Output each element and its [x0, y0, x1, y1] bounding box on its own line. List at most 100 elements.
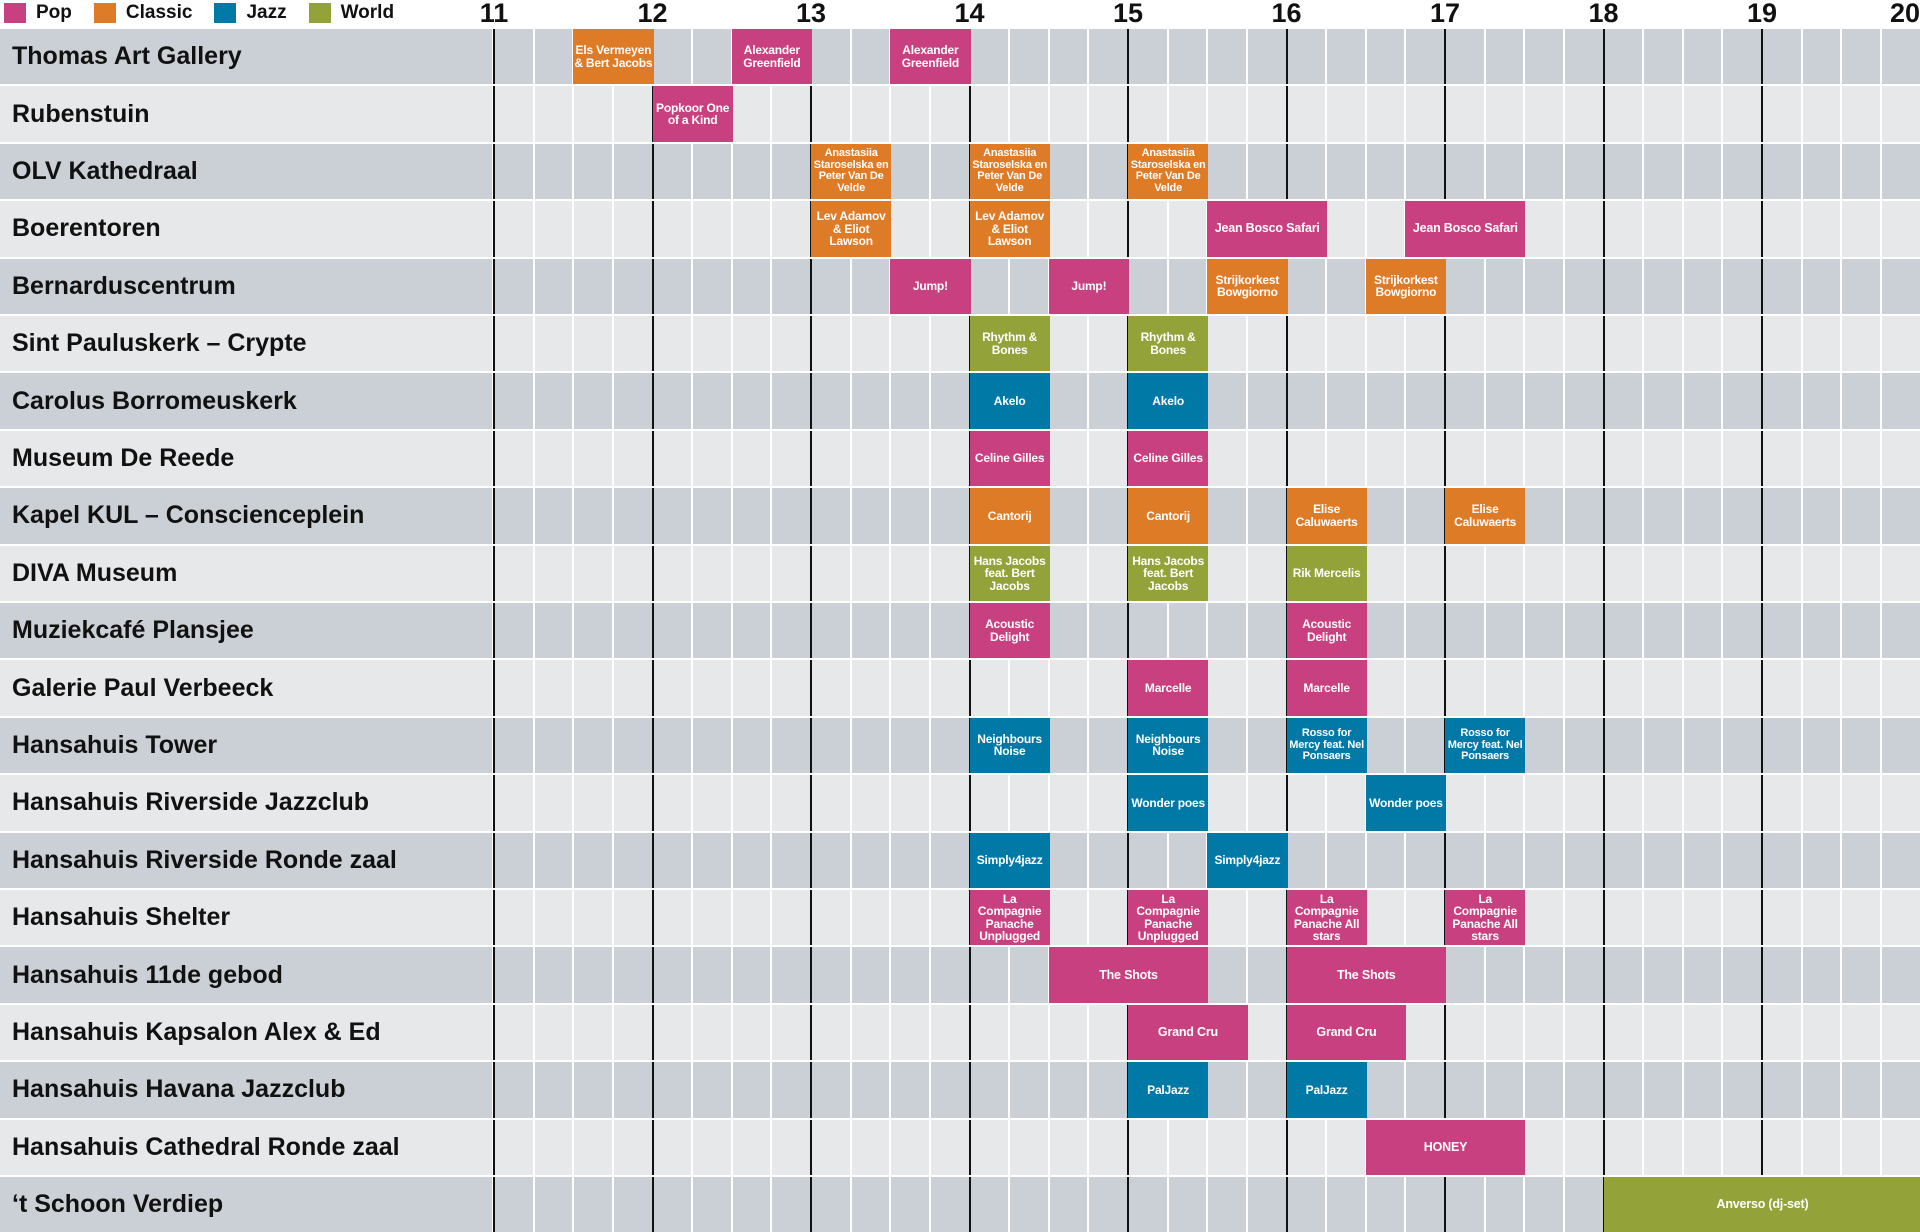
event-block-pop[interactable]: Acoustic Delight [1287, 603, 1367, 658]
event-block-classic[interactable]: Els Vermeyen & Bert Jacobs [573, 29, 653, 84]
time-slot [1763, 29, 1801, 84]
event-block-pop[interactable]: Acoustic Delight [970, 603, 1050, 658]
time-slot [1842, 546, 1880, 601]
hour-gridline [1286, 144, 1288, 199]
event-block-jazz[interactable]: Akelo [970, 373, 1050, 428]
event-block-jazz[interactable]: Neighbours Noise [1128, 718, 1208, 773]
event-block-pop[interactable]: Alexander Greenfield [732, 29, 812, 84]
hour-gridline [1761, 775, 1763, 830]
hour-gridline [1603, 718, 1605, 773]
time-slot [614, 775, 652, 830]
event-block-classic[interactable]: Anastasiia Staroselska en Peter Van De V… [1128, 144, 1208, 199]
hour-gridline [810, 1120, 812, 1175]
event-block-jazz[interactable]: Rosso for Mercy feat. Nel Ponsaers [1287, 718, 1367, 773]
time-slot [693, 833, 731, 888]
event-block-classic[interactable]: Strijkorkest Bowgiorno [1366, 259, 1446, 314]
event-block-pop[interactable]: Popkoor One of a Kind [653, 86, 733, 141]
time-slot [1169, 259, 1207, 314]
event-block-pop[interactable]: Jump! [890, 259, 970, 314]
event-block-world[interactable]: Rhythm & Bones [970, 316, 1050, 371]
hour-gridline [652, 947, 654, 1002]
event-block-pop[interactable]: Celine Gilles [1128, 431, 1208, 486]
event-block-world[interactable]: Hans Jacobs feat. Bert Jacobs [970, 546, 1050, 601]
time-slot [535, 1120, 573, 1175]
event-block-classic[interactable]: Anastasiia Staroselska en Peter Van De V… [970, 144, 1050, 199]
event-block-jazz[interactable]: Simply4jazz [970, 833, 1050, 888]
event-block-pop[interactable]: Alexander Greenfield [890, 29, 970, 84]
time-slot [1684, 373, 1722, 428]
time-slot [495, 947, 533, 1002]
hour-gridline [652, 259, 654, 314]
event-block-classic[interactable]: Cantorij [1128, 488, 1208, 543]
time-slot [772, 1005, 810, 1060]
event-block-world[interactable]: Anverso (dj-set) [1604, 1177, 1920, 1232]
event-block-jazz[interactable]: PalJazz [1128, 1062, 1208, 1117]
time-slot [1882, 718, 1920, 773]
hour-gridline [1761, 833, 1763, 888]
time-slot [1565, 373, 1603, 428]
hour-gridline [493, 603, 495, 658]
time-slot [1882, 833, 1920, 888]
time-slot [1406, 833, 1444, 888]
event-block-pop[interactable]: La Compagnie Panache Unplugged [1128, 890, 1208, 945]
time-slot [614, 373, 652, 428]
event-block-classic[interactable]: Lev Adamov & Eliot Lawson [970, 201, 1050, 256]
time-slot [852, 833, 890, 888]
time-slot [1803, 29, 1841, 84]
event-block-pop[interactable]: La Compagnie Panache All stars [1445, 890, 1525, 945]
time-slot [614, 86, 652, 141]
time-slot [535, 603, 573, 658]
time-slot [931, 373, 969, 428]
event-block-classic[interactable]: Lev Adamov & Eliot Lawson [811, 201, 891, 256]
time-slot [1486, 316, 1524, 371]
event-block-jazz[interactable]: Wonder poes [1128, 775, 1208, 830]
time-slot [1882, 86, 1920, 141]
time-slot [852, 316, 890, 371]
event-block-jazz[interactable]: Akelo [1128, 373, 1208, 428]
event-block-classic[interactable]: Elise Caluwaerts [1445, 488, 1525, 543]
time-slot [971, 660, 1009, 715]
time-slot [812, 1005, 850, 1060]
event-block-classic[interactable]: Anastasiia Staroselska en Peter Van De V… [811, 144, 891, 199]
event-block-pop[interactable]: The Shots [1049, 947, 1209, 1002]
event-block-world[interactable]: Hans Jacobs feat. Bert Jacobs [1128, 546, 1208, 601]
event-block-jazz[interactable]: Neighbours Noise [970, 718, 1050, 773]
event-block-classic[interactable]: Cantorij [970, 488, 1050, 543]
venue-label: Carolus Borromeuskerk [0, 373, 492, 428]
hour-gridline [493, 201, 495, 256]
event-block-jazz[interactable]: PalJazz [1287, 1062, 1367, 1117]
event-block-classic[interactable]: Strijkorkest Bowgiorno [1207, 259, 1287, 314]
event-block-pop[interactable]: Marcelle [1128, 660, 1208, 715]
event-block-world[interactable]: Rik Mercelis [1287, 546, 1367, 601]
event-block-pop[interactable]: La Compagnie Panache All stars [1287, 890, 1367, 945]
time-slot [1050, 144, 1088, 199]
time-slot [1723, 603, 1761, 658]
time-slot [891, 718, 929, 773]
time-slot [1288, 833, 1326, 888]
event-block-pop[interactable]: Celine Gilles [970, 431, 1050, 486]
event-block-jazz[interactable]: Rosso for Mercy feat. Nel Ponsaers [1445, 718, 1525, 773]
time-slot [693, 718, 731, 773]
time-slot [1406, 144, 1444, 199]
hour-label-14: 14 [954, 0, 984, 28]
event-block-pop[interactable]: Grand Cru [1287, 1005, 1407, 1060]
event-block-pop[interactable]: Jean Bosco Safari [1207, 201, 1327, 256]
event-block-pop[interactable]: The Shots [1287, 947, 1447, 1002]
time-slot [1169, 603, 1207, 658]
event-block-world[interactable]: Rhythm & Bones [1128, 316, 1208, 371]
time-slot [1605, 259, 1643, 314]
event-block-pop[interactable]: Grand Cru [1128, 1005, 1248, 1060]
event-block-pop[interactable]: Jump! [1049, 259, 1129, 314]
time-slot [1565, 1177, 1603, 1232]
event-block-jazz[interactable]: Wonder poes [1366, 775, 1446, 830]
event-block-classic[interactable]: Elise Caluwaerts [1287, 488, 1367, 543]
time-slot [1525, 890, 1563, 945]
event-block-jazz[interactable]: Simply4jazz [1207, 833, 1287, 888]
event-block-pop[interactable]: Marcelle [1287, 660, 1367, 715]
event-block-pop[interactable]: Jean Bosco Safari [1405, 201, 1525, 256]
time-slot [614, 259, 652, 314]
time-slot [1208, 316, 1246, 371]
hour-gridline [652, 833, 654, 888]
event-block-pop[interactable]: HONEY [1366, 1120, 1526, 1175]
event-block-pop[interactable]: La Compagnie Panache Unplugged [970, 890, 1050, 945]
